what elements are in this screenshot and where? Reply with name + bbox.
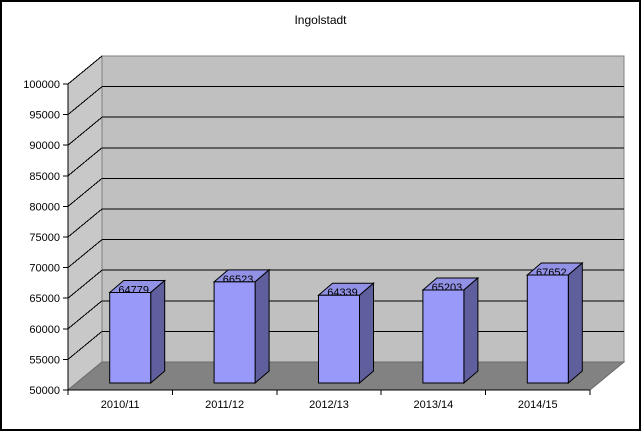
left-wall-gridline [67, 331, 103, 360]
y-tick-label: 80000 [29, 201, 60, 213]
x-category-label: 2010/11 [101, 399, 140, 411]
bar-front-face [422, 289, 465, 384]
y-tick-label: 65000 [29, 293, 60, 305]
y-tick-label: 70000 [29, 263, 60, 275]
left-wall-gridline [67, 55, 103, 85]
bar-front-face [318, 294, 360, 384]
left-wall-gridline [67, 178, 103, 207]
left-wall-gridline [67, 300, 103, 330]
x-category-label: 2012/13 [309, 399, 349, 411]
bar-side-face [254, 268, 270, 385]
bar-side-face [567, 261, 583, 385]
y-tick-label: 50000 [29, 385, 60, 397]
y-tick-label: 60000 [29, 324, 60, 336]
x-category-label: 2011/12 [205, 399, 244, 411]
y-tick-label: 100000 [23, 79, 60, 91]
y-tick-label: 75000 [29, 232, 60, 244]
chart-title: Ingolstadt [294, 13, 347, 27]
bar-side-face [463, 276, 479, 385]
y-tick-label: 90000 [29, 140, 60, 152]
y-tick-label: 55000 [29, 354, 60, 366]
bar-front-face [109, 292, 152, 384]
y-tick-label: 95000 [29, 110, 60, 122]
y-tick-label: 85000 [29, 171, 60, 183]
x-category-label: 2013/14 [414, 399, 454, 411]
left-wall-gridline [67, 147, 103, 177]
left-wall-gridline [67, 239, 103, 268]
bar-side-face [359, 282, 374, 385]
x-category-label: 2014/15 [518, 399, 558, 411]
left-wall-gridline [67, 86, 103, 115]
bar-front-face [213, 281, 256, 384]
left-wall-gridline [67, 269, 103, 299]
bar-side-face [150, 279, 166, 385]
left-wall-gridline [67, 208, 103, 238]
bar-front-face [526, 274, 569, 384]
left-wall-gridline [67, 116, 103, 146]
